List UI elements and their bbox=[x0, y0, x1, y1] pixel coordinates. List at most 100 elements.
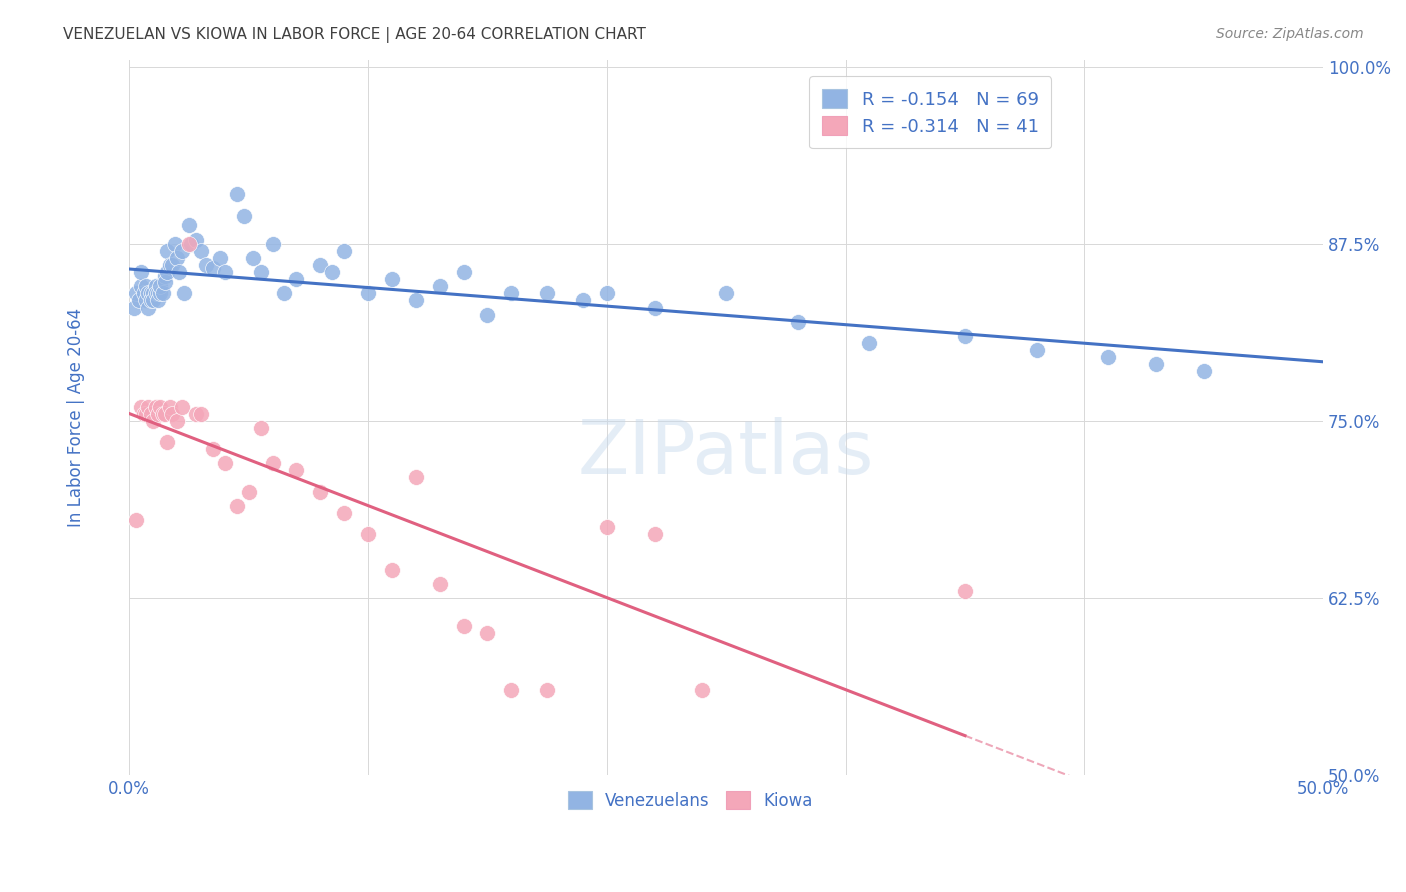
Point bbox=[225, 187, 247, 202]
Point bbox=[125, 286, 148, 301]
Point bbox=[644, 527, 666, 541]
Point bbox=[152, 407, 174, 421]
Point bbox=[1097, 350, 1119, 364]
Point bbox=[333, 244, 356, 258]
Point bbox=[214, 265, 236, 279]
Point bbox=[169, 265, 191, 279]
Point bbox=[381, 562, 404, 576]
Point bbox=[159, 400, 181, 414]
Point bbox=[129, 265, 152, 279]
Point bbox=[135, 279, 157, 293]
Point bbox=[190, 407, 212, 421]
Point bbox=[149, 279, 172, 293]
Point bbox=[170, 400, 193, 414]
Point bbox=[129, 400, 152, 414]
Point bbox=[1192, 364, 1215, 378]
Point bbox=[453, 619, 475, 633]
Point bbox=[122, 301, 145, 315]
Point bbox=[309, 258, 332, 272]
Point bbox=[138, 301, 160, 315]
Point bbox=[208, 251, 231, 265]
Point bbox=[156, 435, 179, 450]
Point bbox=[173, 286, 195, 301]
Point bbox=[129, 279, 152, 293]
Point bbox=[716, 286, 738, 301]
Point bbox=[201, 442, 224, 457]
Point bbox=[153, 269, 176, 284]
Point bbox=[153, 407, 176, 421]
Point bbox=[262, 456, 284, 470]
Point bbox=[405, 293, 427, 308]
Point bbox=[242, 251, 264, 265]
Text: ZIPatlas: ZIPatlas bbox=[578, 417, 875, 490]
Point bbox=[273, 286, 295, 301]
Point bbox=[858, 335, 880, 350]
Point bbox=[225, 499, 247, 513]
Point bbox=[285, 463, 308, 477]
Point bbox=[953, 329, 976, 343]
Point bbox=[135, 293, 157, 308]
Point bbox=[644, 301, 666, 315]
Point bbox=[357, 286, 380, 301]
Point bbox=[232, 209, 254, 223]
Point bbox=[357, 527, 380, 541]
Point bbox=[159, 258, 181, 272]
Point bbox=[138, 400, 160, 414]
Point bbox=[149, 286, 172, 301]
Point bbox=[135, 407, 157, 421]
Point bbox=[536, 286, 558, 301]
Point bbox=[596, 286, 619, 301]
Point bbox=[381, 272, 404, 286]
Point bbox=[536, 682, 558, 697]
Point bbox=[184, 233, 207, 247]
Point bbox=[194, 258, 217, 272]
Point bbox=[429, 279, 451, 293]
Point bbox=[1144, 357, 1167, 371]
Point bbox=[501, 286, 523, 301]
Legend: Venezuelans, Kiowa: Venezuelans, Kiowa bbox=[562, 785, 820, 816]
Point bbox=[405, 470, 427, 484]
Point bbox=[692, 682, 714, 697]
Point bbox=[184, 407, 207, 421]
Point bbox=[249, 265, 271, 279]
Point bbox=[285, 272, 308, 286]
Point bbox=[146, 286, 169, 301]
Text: Source: ZipAtlas.com: Source: ZipAtlas.com bbox=[1216, 27, 1364, 41]
Point bbox=[145, 279, 167, 293]
Point bbox=[190, 244, 212, 258]
Point bbox=[166, 414, 188, 428]
Point bbox=[214, 456, 236, 470]
Point bbox=[429, 576, 451, 591]
Point bbox=[180, 236, 202, 251]
Point bbox=[156, 265, 179, 279]
Point bbox=[139, 293, 162, 308]
Point bbox=[142, 286, 165, 301]
Point bbox=[146, 407, 169, 421]
Point bbox=[142, 293, 165, 308]
Point bbox=[477, 626, 499, 640]
Point bbox=[572, 293, 595, 308]
Point bbox=[152, 286, 174, 301]
Point bbox=[138, 286, 160, 301]
Point bbox=[953, 583, 976, 598]
Point bbox=[477, 308, 499, 322]
Point bbox=[128, 293, 150, 308]
Point bbox=[142, 414, 165, 428]
Point bbox=[249, 421, 271, 435]
Point bbox=[149, 400, 172, 414]
Point bbox=[139, 286, 162, 301]
Point bbox=[177, 236, 200, 251]
Point bbox=[132, 286, 155, 301]
Point bbox=[166, 251, 188, 265]
Point bbox=[162, 258, 184, 272]
Point bbox=[333, 506, 356, 520]
Point bbox=[163, 236, 186, 251]
Point bbox=[1025, 343, 1047, 357]
Point bbox=[156, 244, 179, 258]
Point bbox=[153, 275, 176, 289]
Point bbox=[146, 293, 169, 308]
Point bbox=[125, 513, 148, 527]
Text: VENEZUELAN VS KIOWA IN LABOR FORCE | AGE 20-64 CORRELATION CHART: VENEZUELAN VS KIOWA IN LABOR FORCE | AGE… bbox=[63, 27, 647, 43]
Point bbox=[262, 236, 284, 251]
Point bbox=[238, 484, 260, 499]
